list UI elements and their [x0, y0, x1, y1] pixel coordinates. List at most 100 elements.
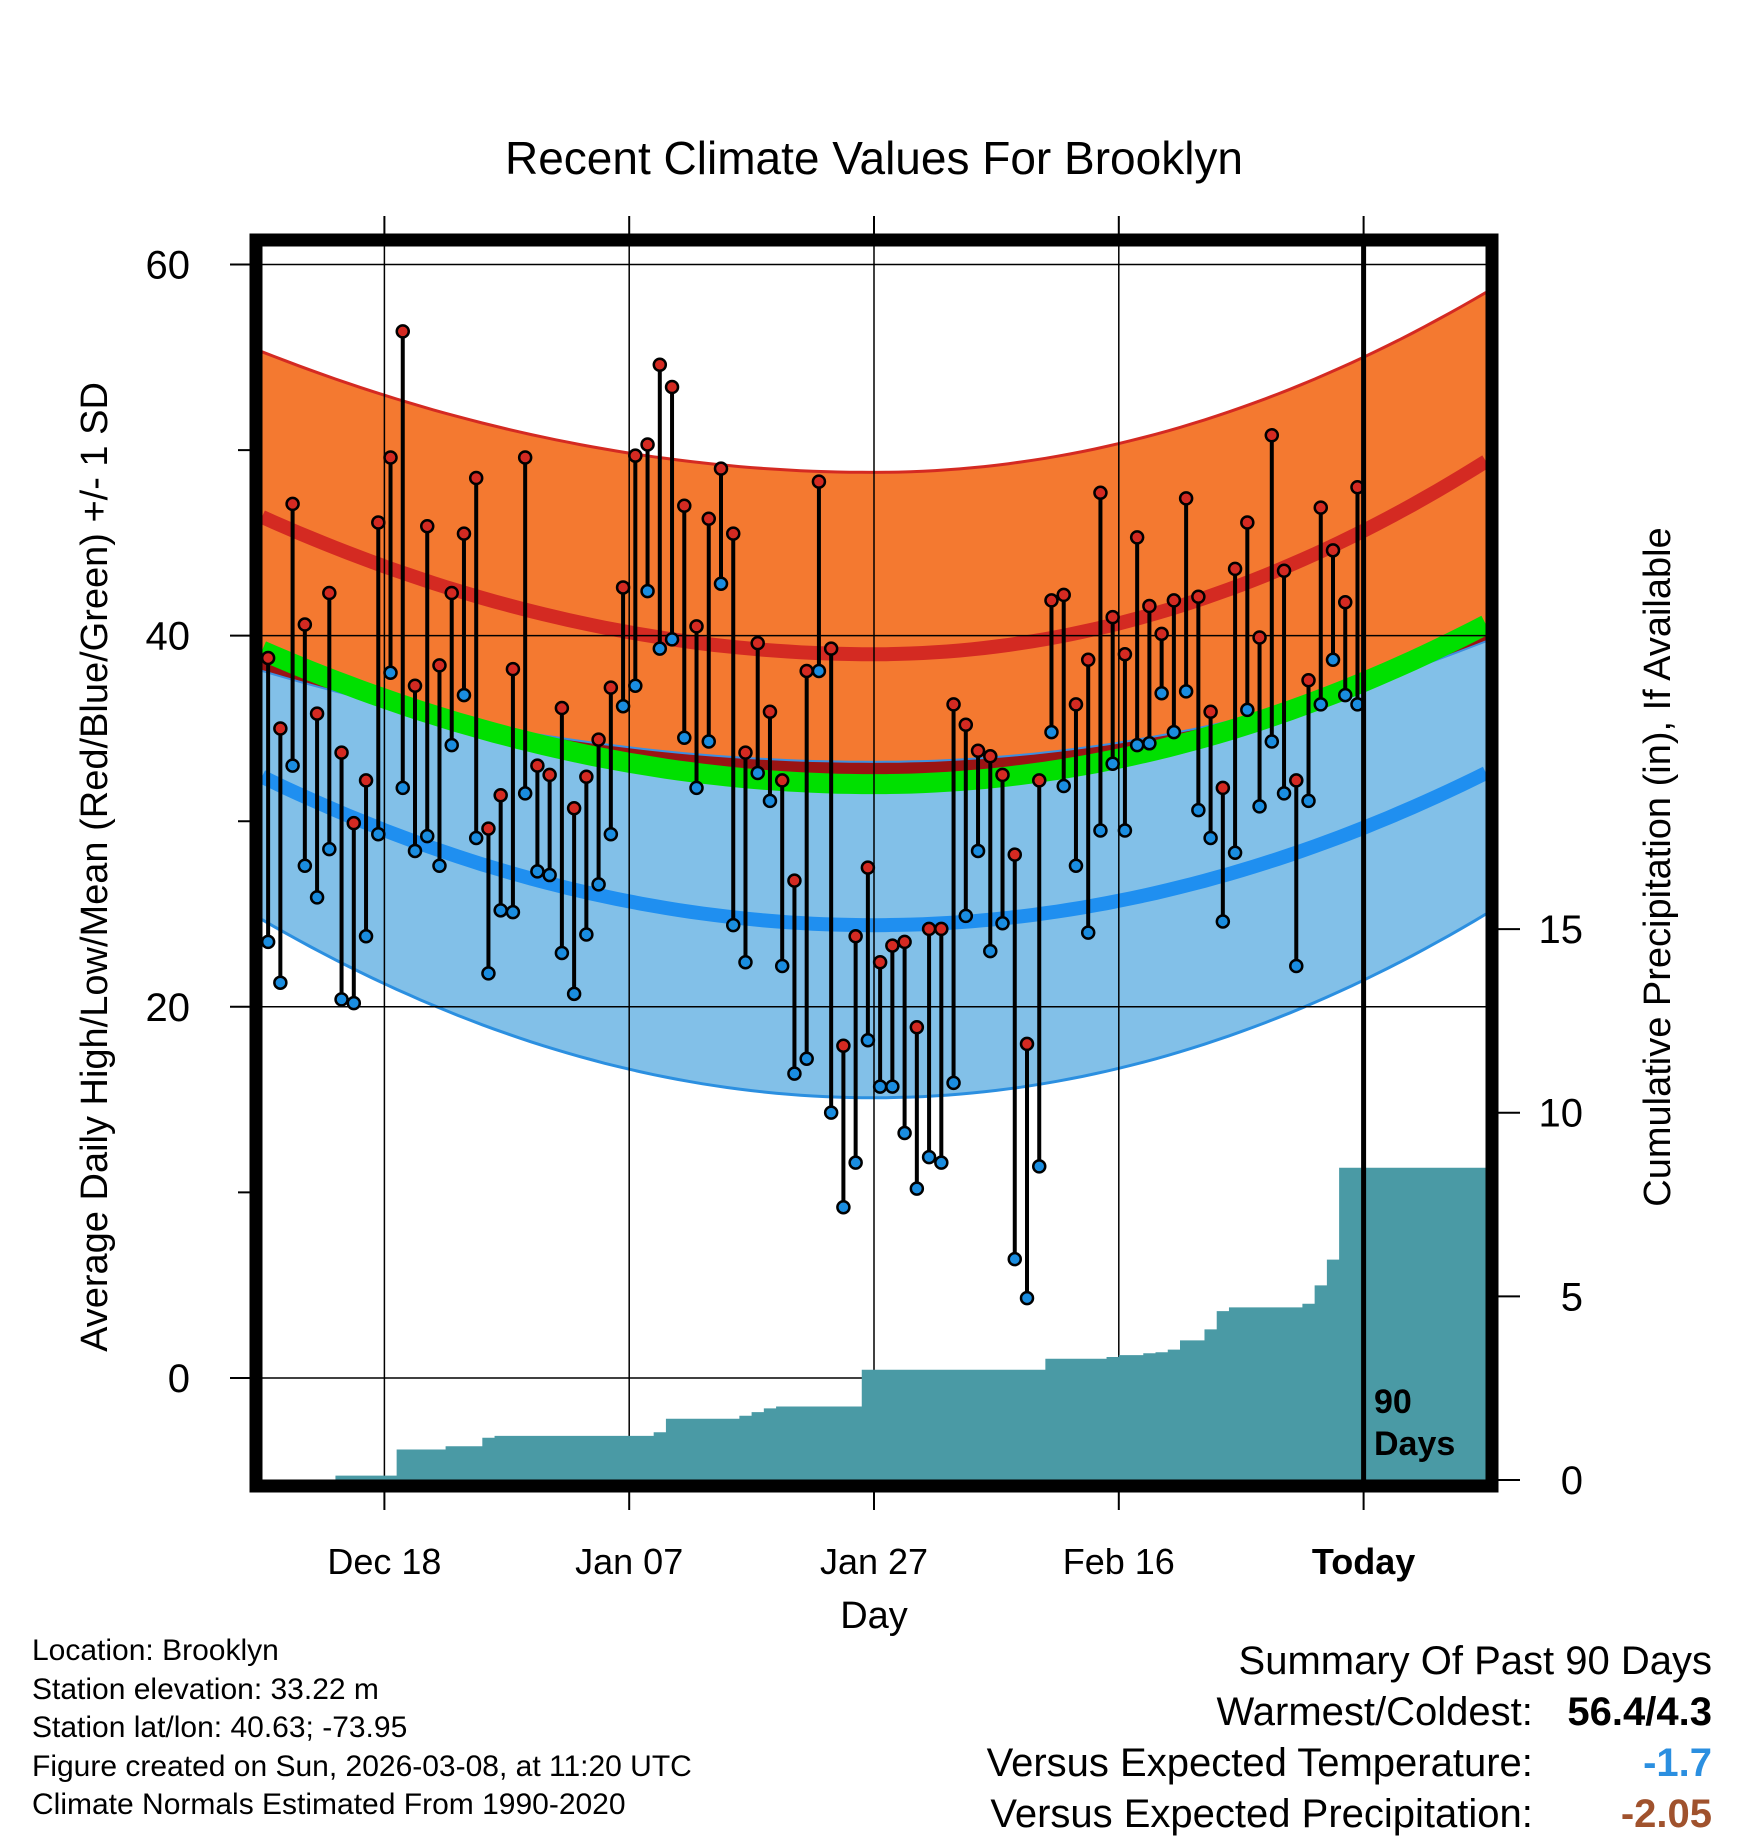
daily-high-point	[934, 921, 949, 937]
daily-low-point	[1227, 845, 1243, 861]
daily-high-point	[481, 821, 496, 836]
daily-high-point	[1325, 543, 1341, 558]
x-tick-label: Today	[1312, 1541, 1415, 1582]
x-tick-label: Jan 07	[575, 1541, 683, 1582]
info-normals: Climate Normals Estimated From 1990-2020	[32, 1788, 626, 1821]
daily-low-point	[358, 929, 374, 944]
daily-high-point	[897, 934, 912, 950]
daily-high-point	[921, 921, 937, 937]
daily-high-point	[1093, 485, 1108, 501]
daily-high-point	[1191, 589, 1206, 604]
daily-low-point	[934, 1155, 949, 1170]
daily-high-point	[1227, 561, 1243, 577]
daily-low-point	[1313, 697, 1329, 712]
daily-low-point	[652, 641, 668, 656]
daily-high-point	[750, 635, 765, 651]
daily-low-point	[530, 864, 545, 879]
daily-low-point	[664, 632, 680, 647]
daily-low-point	[615, 698, 631, 714]
daily-low-point	[1019, 1290, 1035, 1306]
daily-low-point	[1166, 724, 1182, 740]
daily-low-point	[554, 945, 570, 961]
daily-high-point	[713, 461, 729, 476]
daily-low-point	[762, 793, 778, 809]
daily-low-point	[419, 828, 435, 844]
daily-low-point	[407, 843, 423, 859]
summary-temp-value: -1.7	[1643, 1741, 1712, 1785]
daily-low-point	[432, 858, 447, 874]
daily-high-point	[1068, 697, 1084, 712]
daily-low-point	[297, 858, 313, 874]
daily-low-point	[1325, 652, 1341, 668]
daily-low-point	[848, 1155, 863, 1170]
daily-low-point	[799, 1051, 814, 1067]
daily-low-point	[921, 1149, 937, 1165]
x-tick-label: Dec 18	[327, 1541, 441, 1582]
daily-high-point	[1142, 598, 1157, 614]
daily-low-point	[1007, 1251, 1023, 1267]
daily-low-point	[322, 841, 337, 857]
daily-low-point	[309, 890, 325, 905]
daily-high-point	[848, 929, 863, 944]
summary-warmest-row: Warmest/Coldest: 56.4/4.3	[987, 1687, 1713, 1738]
daily-high-point	[787, 873, 802, 888]
daily-low-point	[1240, 702, 1255, 718]
daily-high-point	[738, 745, 753, 760]
daily-low-point	[542, 867, 557, 883]
daily-high-point	[468, 470, 484, 486]
daily-low-point	[787, 1066, 802, 1081]
daily-high-point	[946, 697, 961, 712]
summary-precip-label: Versus Expected Precipitation:	[990, 1792, 1533, 1836]
daily-low-point	[1117, 823, 1133, 838]
info-location: Location: Brooklyn	[32, 1634, 279, 1667]
daily-low-point	[1252, 799, 1267, 814]
daily-low-point	[1080, 925, 1096, 940]
daily-high-point	[371, 515, 386, 530]
y-tick-label: 40	[146, 615, 191, 659]
summary-temp-label: Versus Expected Temperature:	[986, 1741, 1533, 1785]
daily-high-point	[1056, 587, 1071, 603]
summary-precip-row: Versus Expected Precipitation: -2.05	[987, 1789, 1712, 1840]
daily-high-point	[505, 661, 521, 677]
y2-tick-label: 0	[1561, 1459, 1583, 1503]
daily-high-point	[1044, 593, 1059, 608]
daily-low-point	[774, 958, 790, 974]
daily-low-point	[628, 678, 643, 694]
daily-high-point	[260, 650, 276, 666]
daily-high-point	[456, 526, 472, 541]
daily-low-point	[970, 843, 986, 859]
daily-high-point	[885, 938, 900, 953]
daily-high-point	[1215, 780, 1231, 796]
daily-low-point	[1264, 734, 1280, 749]
daily-high-point	[358, 773, 374, 788]
daily-low-point	[1105, 756, 1120, 771]
daily-high-point	[701, 511, 717, 527]
daily-high-point	[432, 658, 447, 673]
daily-high-point	[395, 324, 411, 339]
daily-high-point	[1031, 773, 1047, 788]
daily-high-point	[689, 619, 704, 634]
daily-low-point	[1203, 830, 1218, 846]
daily-high-point	[958, 717, 974, 733]
info-elevation: Station elevation: 33.22 m	[32, 1672, 379, 1706]
daily-high-point	[383, 450, 398, 465]
daily-low-point	[1093, 823, 1108, 838]
daily-low-point	[505, 904, 521, 920]
today-label: 90	[1374, 1383, 1412, 1421]
daily-high-point	[1019, 1036, 1035, 1052]
daily-low-point	[285, 758, 300, 773]
daily-high-point	[823, 641, 839, 656]
daily-high-point	[1252, 630, 1267, 645]
daily-low-point	[1142, 736, 1157, 751]
daily-low-point	[1129, 737, 1145, 753]
daily-data	[260, 324, 1365, 1306]
daily-high-point	[517, 450, 533, 465]
daily-high-point	[811, 474, 827, 489]
daily-low-point	[468, 830, 484, 846]
daily-low-point	[677, 730, 692, 745]
daily-low-point	[823, 1105, 839, 1120]
daily-low-point	[946, 1075, 961, 1091]
daily-low-point	[1289, 958, 1304, 974]
daily-high-point	[836, 1038, 851, 1054]
daily-low-point	[689, 780, 704, 796]
